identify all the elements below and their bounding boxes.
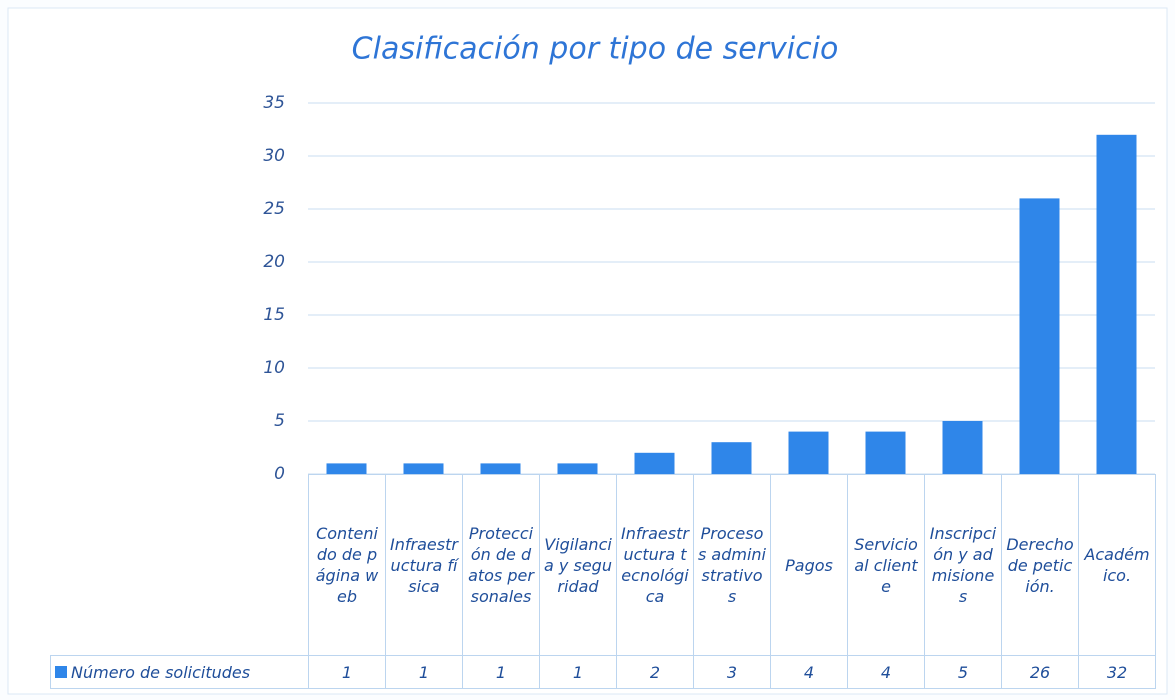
category-cell: Procesos administrativos [693, 474, 771, 656]
y-tick-label: 25 [263, 199, 285, 219]
y-tick-label: 30 [263, 146, 285, 166]
bar [788, 431, 829, 474]
y-tick-label: 10 [263, 358, 285, 378]
table-value: 1 [308, 655, 386, 689]
y-tick-label: 35 [263, 93, 285, 113]
bar [1096, 134, 1137, 475]
legend-cell: Número de solicitudes [50, 655, 309, 689]
table-value: 3 [693, 655, 771, 689]
y-tick-label: 0 [274, 464, 285, 484]
category-cell: Derecho de petición. [1001, 474, 1079, 656]
category-cell: Infraestructura física [385, 474, 463, 656]
bar [1019, 198, 1060, 474]
table-value: 26 [1001, 655, 1079, 689]
table-value: 4 [770, 655, 848, 689]
bar [403, 463, 444, 474]
category-cell: Académico. [1078, 474, 1156, 656]
table-value: 1 [462, 655, 540, 689]
table-value: 5 [924, 655, 1002, 689]
chart-frame [7, 7, 1168, 695]
legend-swatch [55, 666, 67, 678]
category-cell: Contenido de página web [308, 474, 386, 656]
category-cell: Infraestructura tecnológica [616, 474, 694, 656]
bar [557, 463, 598, 474]
category-cell: Vigilancia y seguridad [539, 474, 617, 656]
bar [942, 421, 983, 474]
table-value: 2 [616, 655, 694, 689]
y-tick-label: 20 [263, 252, 285, 272]
table-value: 32 [1078, 655, 1156, 689]
bar [865, 431, 906, 474]
category-cell: Inscripción y admisiones [924, 474, 1002, 656]
bar [711, 442, 752, 474]
category-cell: Servicio al cliente [847, 474, 925, 656]
table-value: 1 [385, 655, 463, 689]
table-value: 4 [847, 655, 925, 689]
y-tick-label: 15 [263, 305, 285, 325]
bar [634, 452, 675, 474]
y-tick-label: 5 [274, 411, 285, 431]
chart-title: Clasificación por tipo de servicio [352, 32, 839, 67]
bar [480, 463, 521, 474]
table-value: 1 [539, 655, 617, 689]
category-cell: Protección de datos personales [462, 474, 540, 656]
bar [326, 463, 367, 474]
category-cell: Pagos [770, 474, 848, 656]
legend-label: Número de solicitudes [71, 662, 251, 682]
